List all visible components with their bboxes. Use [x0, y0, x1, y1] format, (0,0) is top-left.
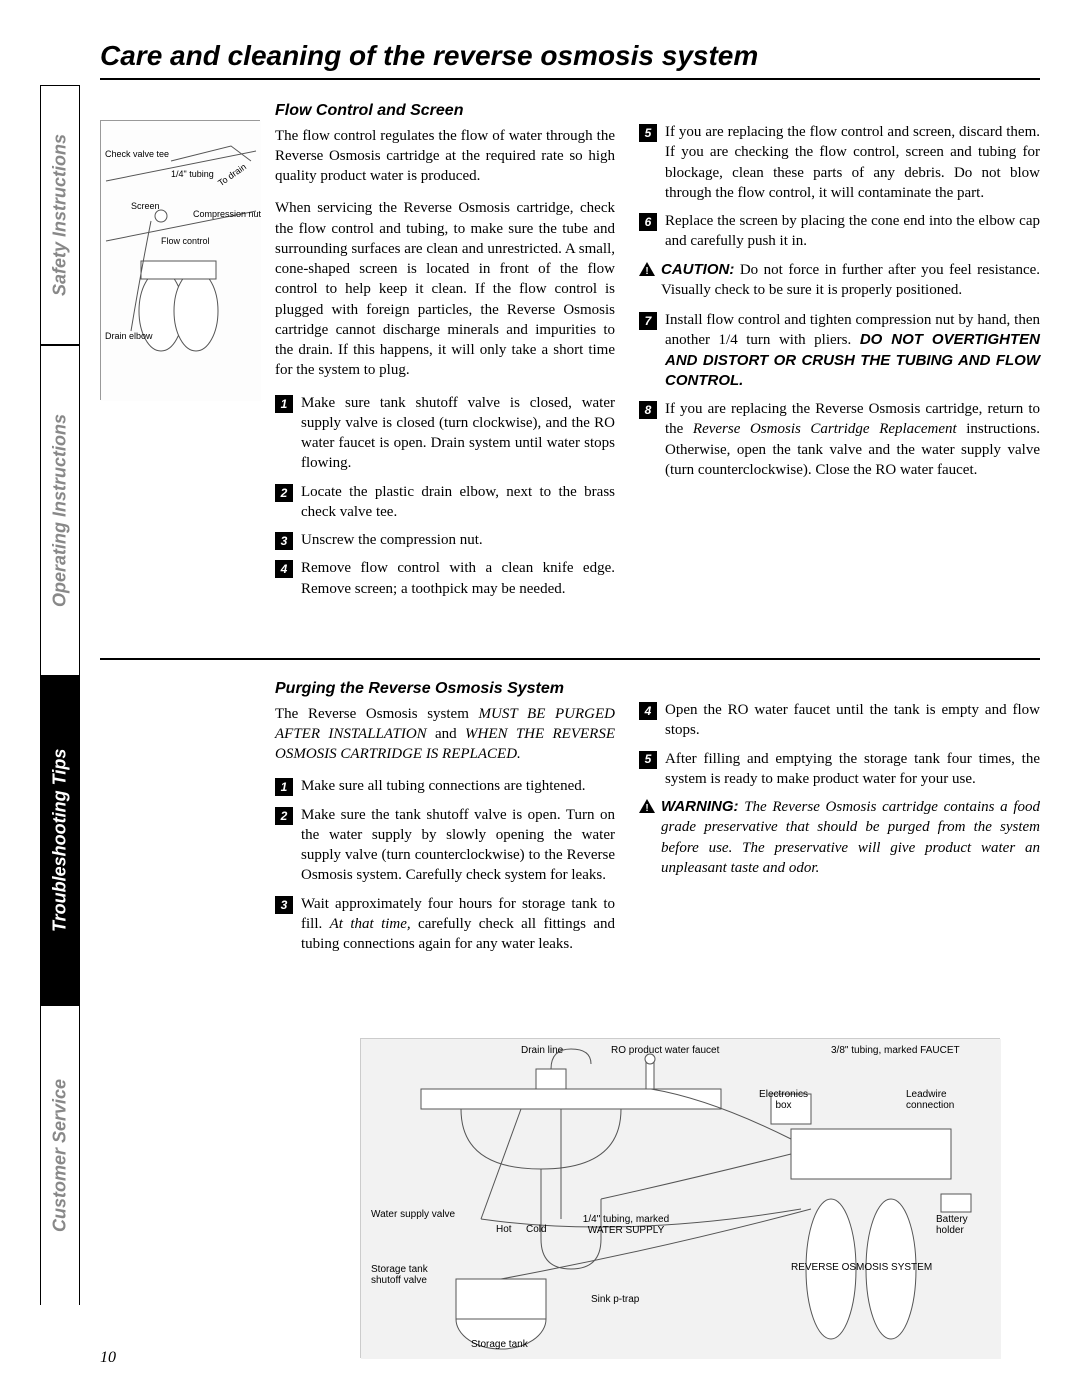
label-ro-system: REVERSE OSMOSIS SYSTEM: [791, 1262, 932, 1273]
section2-left-column: Purging the Reverse Osmosis System The R…: [275, 678, 615, 962]
s2-step-num-5: 5: [639, 751, 657, 769]
label-battery-holder: Battery holder: [936, 1214, 986, 1236]
step-num-2: 2: [275, 484, 293, 502]
step-num-1: 1: [275, 395, 293, 413]
step-3: 3 Unscrew the compression nut.: [275, 530, 615, 550]
tab-operating-instructions[interactable]: Operating Instructions: [40, 345, 80, 675]
step-4: 4 Remove flow control with a clean knife…: [275, 558, 615, 599]
s2-step-1: 1 Make sure all tubing connections are t…: [275, 776, 615, 796]
s2-step-text-1: Make sure all tubing connections are tig…: [301, 776, 615, 796]
label-screen: Screen: [131, 201, 160, 211]
section2-intro-pre: The Reverse Osmosis system: [275, 706, 479, 722]
diagram-flow-control: Check valve tee 1/4" tubing To drain Scr…: [100, 120, 260, 400]
label-sink-ptrap: Sink p-trap: [591, 1294, 639, 1305]
step-8-ital: Reverse Osmosis Cartridge Replacement: [693, 421, 957, 437]
section2-right-column: 4 Open the RO water faucet until the tan…: [639, 678, 1040, 962]
warning-body: WARNING: The Reverse Osmosis cartridge c…: [661, 797, 1040, 878]
tab-customer-service[interactable]: Customer Service: [40, 1005, 80, 1305]
caution-label: CAUTION:: [661, 261, 734, 278]
label-electronics-box: Electronics box: [756, 1089, 811, 1111]
step-1: 1 Make sure tank shutoff valve is closed…: [275, 393, 615, 474]
step-text-7: Install flow control and tighten compres…: [665, 310, 1040, 391]
section1-right-column: 5 If you are replacing the flow control …: [639, 100, 1040, 607]
section1-intro2: When servicing the Reverse Osmosis cartr…: [275, 198, 615, 380]
s2-step-text-3: Wait approximately four hours for storag…: [301, 894, 615, 955]
step-text-2: Locate the plastic drain elbow, next to …: [301, 482, 615, 523]
s2-step-5: 5 After filling and emptying the storage…: [639, 749, 1040, 790]
warning-triangle-icon: !: [639, 262, 655, 276]
page-number: 10: [100, 1349, 116, 1367]
step-text-1: Make sure tank shutoff valve is closed, …: [301, 393, 615, 474]
label-hot: Hot: [496, 1224, 512, 1235]
step-7: 7 Install flow control and tighten compr…: [639, 310, 1040, 391]
section-divider: [100, 658, 1040, 660]
caution-row: ! CAUTION: Do not force in further after…: [639, 260, 1040, 301]
label-check-valve-tee: Check valve tee: [105, 149, 169, 159]
step-num-6: 6: [639, 213, 657, 231]
s2-step-4: 4 Open the RO water faucet until the tan…: [639, 700, 1040, 741]
step-num-3: 3: [275, 532, 293, 550]
step-text-8: If you are replacing the Reverse Osmosis…: [665, 399, 1040, 480]
s2-step-2: 2 Make sure the tank shutoff valve is op…: [275, 805, 615, 886]
section1-intro1: The flow control regulates the flow of w…: [275, 126, 615, 187]
s2-step-text-5: After filling and emptying the storage t…: [665, 749, 1040, 790]
page-title: Care and cleaning of the reverse osmosis…: [100, 40, 1040, 72]
s2-step-3: 3 Wait approximately four hours for stor…: [275, 894, 615, 955]
section2-intro-mid: and: [427, 726, 465, 742]
tab-troubleshooting-tips[interactable]: Troubleshooting Tips: [40, 675, 80, 1005]
s2-step3-ital: At that time,: [330, 916, 411, 932]
svg-text:!: !: [645, 803, 648, 813]
section1-left-column: Flow Control and Screen The flow control…: [275, 100, 615, 607]
s2-step-num-3: 3: [275, 896, 293, 914]
label-cold: Cold: [526, 1224, 547, 1235]
s2-step-text-2: Make sure the tank shutoff valve is open…: [301, 805, 615, 886]
tab-safety-instructions[interactable]: Safety Instructions: [40, 85, 80, 345]
warning-row: ! WARNING: The Reverse Osmosis cartridge…: [639, 797, 1040, 878]
step-2: 2 Locate the plastic drain elbow, next t…: [275, 482, 615, 523]
section-purging: Purging the Reverse Osmosis System The R…: [100, 678, 1040, 1358]
label-flow-control: Flow control: [161, 236, 210, 246]
subhead-purging: Purging the Reverse Osmosis System: [275, 678, 615, 700]
diagram-flow-control-svg: [101, 121, 261, 401]
diagram-under-sink-svg: [361, 1039, 1001, 1359]
s2-step-num-4: 4: [639, 702, 657, 720]
subhead-flow-control: Flow Control and Screen: [275, 100, 615, 122]
label-drain-line: Drain line: [521, 1045, 563, 1056]
diagram-under-sink: Drain line RO product water faucet 3/8" …: [360, 1038, 1000, 1358]
label-14-tubing-supply: 1/4" tubing, marked WATER SUPPLY: [581, 1214, 671, 1236]
page-content: Care and cleaning of the reverse osmosis…: [100, 40, 1040, 1358]
step-num-4: 4: [275, 560, 293, 578]
step-text-5: If you are replacing the flow control an…: [665, 122, 1040, 203]
s2-step-text-4: Open the RO water faucet until the tank …: [665, 700, 1040, 741]
section-flow-control: Check valve tee 1/4" tubing To drain Scr…: [100, 100, 1040, 640]
step-num-7: 7: [639, 312, 657, 330]
step-text-6: Replace the screen by placing the cone e…: [665, 211, 1040, 252]
svg-text:!: !: [645, 266, 648, 276]
label-leadwire: Leadwire connection: [906, 1089, 976, 1111]
warning-triangle-icon: !: [639, 799, 655, 813]
step-num-8: 8: [639, 401, 657, 419]
caution-body: CAUTION: Do not force in further after y…: [661, 260, 1040, 301]
step-num-5: 5: [639, 124, 657, 142]
step-5: 5 If you are replacing the flow control …: [639, 122, 1040, 203]
step-6: 6 Replace the screen by placing the cone…: [639, 211, 1040, 252]
warning-label: WARNING:: [661, 798, 739, 815]
step-8: 8 If you are replacing the Reverse Osmos…: [639, 399, 1040, 480]
label-14-tubing: 1/4" tubing: [171, 169, 214, 179]
section2-intro: The Reverse Osmosis system MUST BE PURGE…: [275, 704, 615, 765]
label-compression-nut: Compression nut: [193, 209, 261, 219]
step-text-4: Remove flow control with a clean knife e…: [301, 558, 615, 599]
label-drain-elbow: Drain elbow: [105, 331, 153, 341]
side-tabs: Safety Instructions Operating Instructio…: [40, 85, 80, 1345]
s2-step-num-1: 1: [275, 778, 293, 796]
title-rule: [100, 78, 1040, 80]
s2-step-num-2: 2: [275, 807, 293, 825]
label-storage-shutoff: Storage tank shutoff valve: [371, 1264, 451, 1286]
label-storage-tank: Storage tank: [471, 1339, 528, 1350]
label-ro-faucet: RO product water faucet: [611, 1045, 719, 1056]
label-38-tubing: 3/8" tubing, marked FAUCET: [831, 1045, 960, 1056]
step-text-3: Unscrew the compression nut.: [301, 530, 615, 550]
label-water-supply-valve: Water supply valve: [371, 1209, 455, 1220]
